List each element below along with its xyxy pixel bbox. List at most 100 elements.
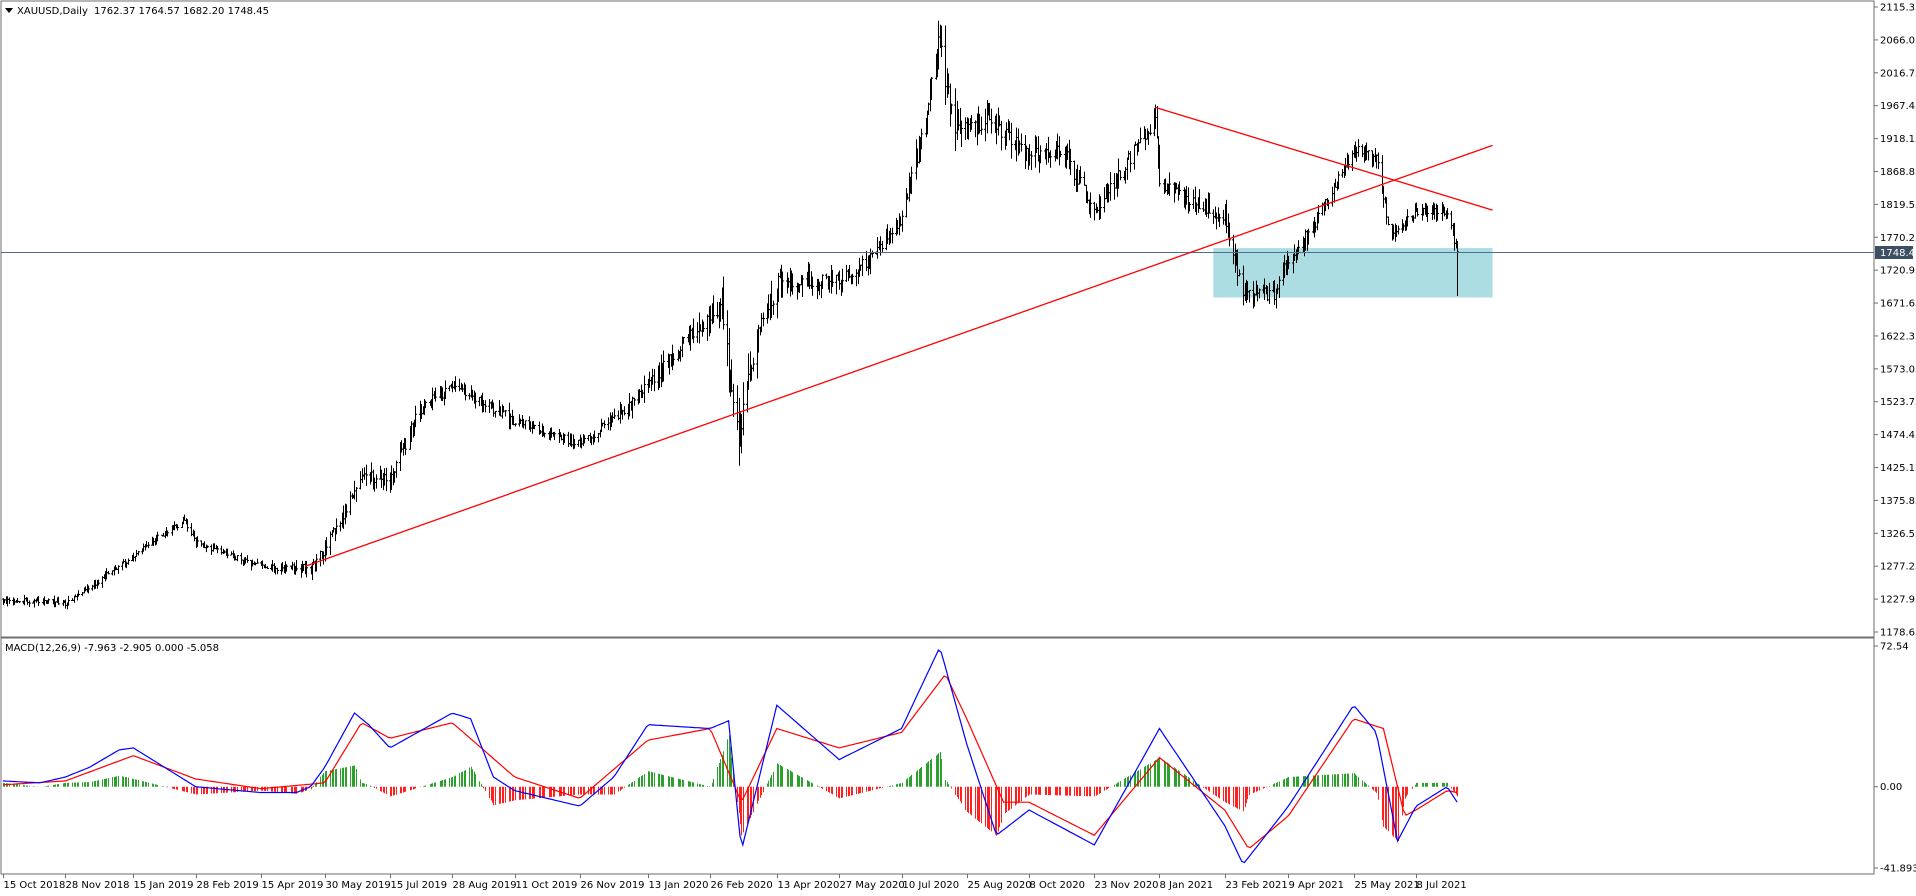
candle [1069, 148, 1072, 175]
candle [484, 400, 487, 413]
candle [1188, 201, 1191, 212]
candle [920, 128, 923, 150]
candle [77, 590, 80, 597]
candle [285, 564, 288, 572]
resistance-trendline[interactable] [1155, 106, 1493, 211]
candle [1317, 204, 1320, 224]
candle [1208, 193, 1211, 214]
candle [1039, 145, 1042, 164]
support-trendline[interactable] [304, 144, 1493, 567]
support-zone[interactable] [1213, 248, 1493, 298]
symbol-dropdown-icon[interactable] [5, 8, 13, 13]
candle [454, 376, 457, 392]
candle [395, 460, 398, 478]
candle [1059, 150, 1062, 158]
candle [1367, 150, 1370, 161]
price-tick-label: 2066.05 [1880, 35, 1916, 46]
candle [434, 387, 437, 402]
candle [1357, 139, 1360, 157]
candle [414, 405, 417, 428]
candle [1287, 255, 1290, 270]
time-tick-label: 25 May 2021 [1355, 880, 1420, 891]
candle [375, 474, 378, 489]
macd-axis[interactable]: 72.54 0.00 -41.893 [1874, 642, 1916, 875]
candle [543, 432, 546, 438]
candle [236, 555, 239, 562]
candle [494, 410, 497, 418]
candle [28, 600, 31, 607]
candle [1268, 282, 1271, 304]
price-tick-label: 1326.55 [1880, 529, 1916, 540]
candle [573, 438, 576, 449]
time-axis[interactable]: 15 Oct 2018 28 Nov 2018 15 Jan 2019 28 Feb … [3, 874, 1467, 891]
candle [325, 537, 328, 556]
macd-histogram [3, 735, 1458, 842]
candle [1030, 150, 1033, 171]
candle [385, 467, 388, 492]
candle [514, 423, 517, 427]
candle [276, 567, 279, 575]
price-tick-label: 1868.85 [1880, 167, 1916, 178]
candle [345, 504, 348, 518]
candle [216, 545, 219, 554]
candle [1139, 127, 1142, 144]
candle [57, 596, 60, 605]
candle [1109, 172, 1112, 201]
price-tick-label: 1819.55 [1880, 200, 1916, 211]
candle [166, 530, 169, 537]
price-tick-label: 1277.25 [1880, 562, 1916, 573]
candle [980, 116, 983, 135]
ohlc-readout: 1762.37 1764.57 1682.20 1748.45 [94, 6, 269, 17]
candle [266, 566, 269, 569]
candle [722, 276, 725, 330]
candle [1416, 208, 1419, 217]
price-tick-label: 1622.35 [1880, 331, 1916, 342]
candle [861, 255, 864, 277]
candle [97, 579, 100, 586]
candle [623, 406, 626, 416]
price-tick-label: 1770.25 [1880, 233, 1916, 244]
candle [603, 420, 606, 429]
price-tick-label: 1425.15 [1880, 463, 1916, 474]
candle [960, 120, 963, 148]
candle [910, 166, 913, 195]
candle [791, 273, 794, 295]
candle [365, 464, 368, 486]
candle [1436, 204, 1439, 221]
candle [1000, 120, 1003, 151]
candle [1129, 150, 1132, 173]
candle [1198, 189, 1201, 210]
candle [553, 431, 556, 441]
price-axis[interactable]: 2115.35 2066.05 2016.75 1967.45 1918.15 1868.… [1874, 3, 1916, 639]
candle [8, 597, 11, 604]
candle [821, 274, 824, 289]
candle [1089, 192, 1092, 218]
candle [127, 558, 130, 565]
candle [1278, 276, 1281, 299]
candle [643, 375, 646, 403]
candle [1337, 171, 1340, 190]
candle [901, 210, 904, 232]
candle [117, 565, 120, 574]
time-tick-label: 30 May 2019 [326, 880, 391, 891]
candle [524, 420, 527, 430]
signal-line [2, 675, 1458, 849]
candle [444, 380, 447, 400]
candle [156, 531, 159, 542]
time-tick-label: 28 Feb 2019 [197, 880, 259, 891]
candle [1426, 205, 1429, 223]
candle [762, 312, 765, 327]
candle [940, 25, 943, 58]
candle [1099, 196, 1102, 219]
candle [742, 382, 745, 436]
time-tick-label: 10 Jul 2020 [903, 880, 960, 891]
time-tick-label: 15 Apr 2019 [262, 880, 324, 891]
time-tick-label: 28 Nov 2018 [66, 880, 130, 891]
candle [891, 227, 894, 244]
support-zone-layer [1213, 248, 1493, 298]
candle [1010, 122, 1013, 159]
price-tick-label: 2115.35 [1880, 3, 1916, 14]
candle [732, 383, 735, 417]
macd-pane: MACD(12,26,9) -7.963 -2.905 0.000 -5.058 [0, 637, 1875, 875]
candle [464, 384, 467, 401]
